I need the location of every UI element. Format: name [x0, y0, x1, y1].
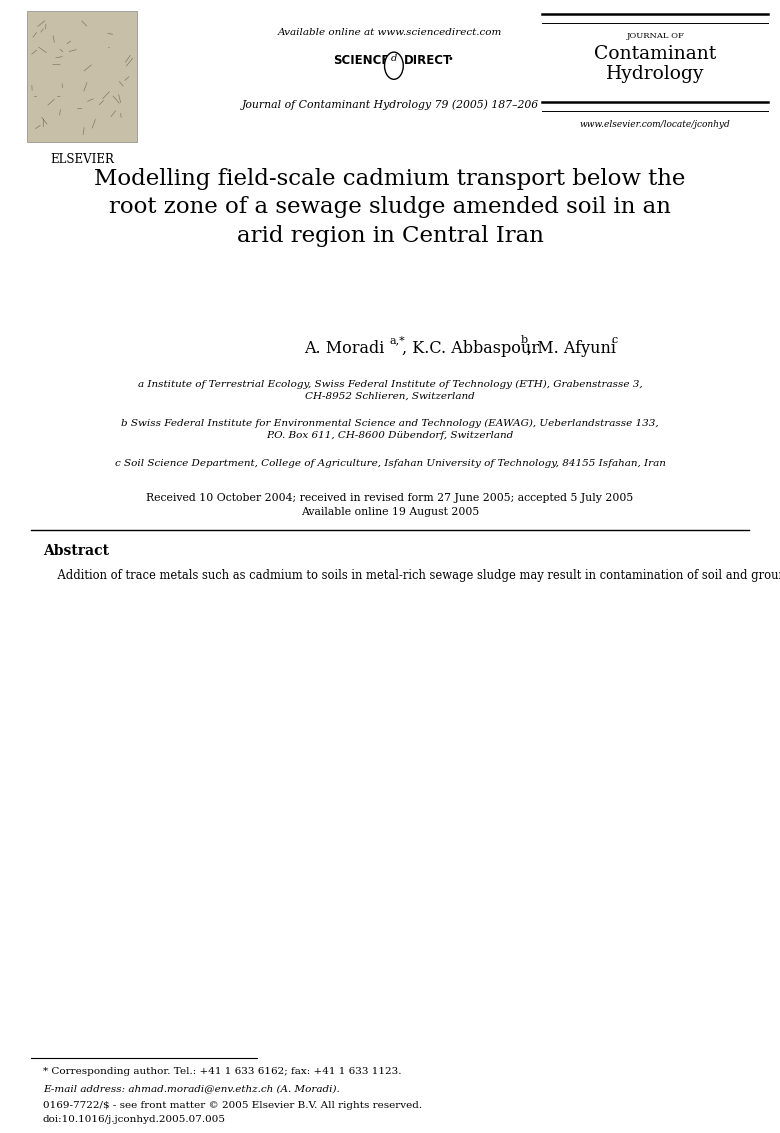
Text: * Corresponding author. Tel.: +41 1 633 6162; fax: +41 1 633 1123.: * Corresponding author. Tel.: +41 1 633 …: [43, 1067, 402, 1076]
Text: Received 10 October 2004; received in revised form 27 June 2005; accepted 5 July: Received 10 October 2004; received in re…: [147, 493, 633, 518]
Text: www.elsevier.com/locate/jconhyd: www.elsevier.com/locate/jconhyd: [580, 120, 731, 129]
Text: c Soil Science Department, College of Agriculture, Isfahan University of Technol: c Soil Science Department, College of Ag…: [115, 459, 665, 468]
Text: SCIENCE: SCIENCE: [334, 54, 390, 67]
Text: , K.C. Abbaspour: , K.C. Abbaspour: [402, 340, 544, 357]
Text: Journal of Contaminant Hydrology 79 (2005) 187–206: Journal of Contaminant Hydrology 79 (200…: [242, 100, 538, 110]
Text: •: •: [448, 54, 454, 65]
Text: DIRECT: DIRECT: [404, 54, 452, 67]
Text: ELSEVIER: ELSEVIER: [50, 153, 114, 165]
Circle shape: [385, 52, 403, 79]
Text: E-mail address: ahmad.moradi@env.ethz.ch (A. Moradi).: E-mail address: ahmad.moradi@env.ethz.ch…: [43, 1084, 339, 1093]
Text: d: d: [391, 54, 397, 63]
FancyBboxPatch shape: [27, 11, 136, 142]
Text: Available online at www.sciencedirect.com: Available online at www.sciencedirect.co…: [278, 28, 502, 37]
Text: Contaminant
Hydrology: Contaminant Hydrology: [594, 45, 716, 84]
Text: b: b: [521, 335, 528, 346]
Text: 0169-7722/$ - see front matter © 2005 Elsevier B.V. All rights reserved.: 0169-7722/$ - see front matter © 2005 El…: [43, 1101, 422, 1110]
Text: doi:10.1016/j.jconhyd.2005.07.005: doi:10.1016/j.jconhyd.2005.07.005: [43, 1115, 226, 1124]
Text: A. Moradi: A. Moradi: [304, 340, 390, 357]
Text: JOURNAL OF: JOURNAL OF: [626, 32, 684, 40]
Text: a Institute of Terrestrial Ecology, Swiss Federal Institute of Technology (ETH),: a Institute of Terrestrial Ecology, Swis…: [138, 380, 642, 401]
Text: Addition of trace metals such as cadmium to soils in metal-rich sewage sludge ma: Addition of trace metals such as cadmium…: [43, 569, 780, 581]
Text: Modelling field-scale cadmium transport below the
root zone of a sewage sludge a: Modelling field-scale cadmium transport …: [94, 168, 686, 247]
Text: a,*: a,*: [390, 335, 406, 346]
Text: , M. Afyuni: , M. Afyuni: [527, 340, 622, 357]
Text: Abstract: Abstract: [43, 544, 109, 557]
Text: b Swiss Federal Institute for Environmental Science and Technology (EAWAG), Uebe: b Swiss Federal Institute for Environmen…: [121, 419, 659, 441]
Text: c: c: [612, 335, 618, 346]
